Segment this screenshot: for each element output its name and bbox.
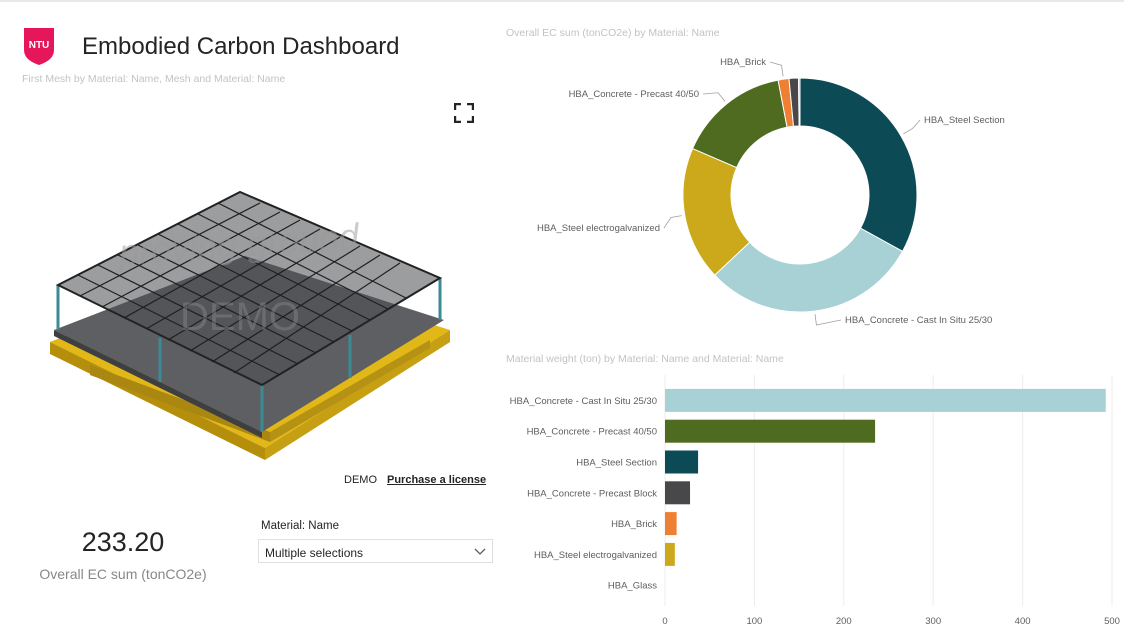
bar: [665, 388, 1106, 412]
donut-leader-line: [663, 215, 682, 229]
bar: [665, 419, 876, 443]
x-tick-label: 300: [925, 616, 941, 627]
bar: [665, 481, 691, 505]
slicer-value: Multiple selections: [265, 546, 364, 560]
kpi-value: 233.20: [81, 527, 165, 557]
y-category-label: HBA_Concrete - Precast 40/50: [527, 427, 657, 438]
x-tick-label: 100: [746, 616, 762, 627]
donut-chart-title: Overall EC sum (tonCO2e) by Material: Na…: [506, 27, 720, 39]
donut-leader-line: [903, 119, 921, 135]
page-title: Embodied Carbon Dashboard: [82, 33, 400, 60]
demo-notice: DEMO Purchase a license: [344, 474, 486, 486]
donut-slice-label: HBA_Steel electrogalvanized: [537, 223, 660, 234]
bar: [665, 542, 675, 566]
x-tick-label: 500: [1104, 616, 1120, 627]
building-3d-model[interactable]: proving ground DEMO: [40, 170, 470, 460]
donut-slice-label: HBA_Concrete - Cast In Situ 25/30: [845, 315, 992, 326]
donut-leader-line: [702, 92, 726, 102]
y-category-label: HBA_Glass: [608, 581, 657, 592]
top-border: [0, 0, 1124, 2]
y-category-label: HBA_Concrete - Cast In Situ 25/30: [510, 396, 657, 407]
kpi-label: Overall EC sum (tonCO2e): [39, 566, 207, 582]
bar-chart-title: Material weight (ton) by Material: Name …: [506, 353, 784, 365]
model-viewer-title: First Mesh by Material: Name, Mesh and M…: [22, 73, 286, 85]
donut-chart[interactable]: HBA_Steel Section HBA_Concrete - Cast In …: [500, 40, 1120, 340]
purchase-license-link[interactable]: Purchase a license: [387, 474, 487, 486]
donut-slice-label: HBA_Steel Section: [924, 115, 1005, 126]
x-tick-label: 200: [836, 616, 852, 627]
logo-text: NTU: [29, 40, 50, 51]
donut-leader-line: [769, 61, 784, 77]
x-tick-label: 400: [1015, 616, 1031, 627]
ntu-logo: NTU: [24, 28, 54, 65]
y-category-label: HBA_Steel electrogalvanized: [534, 550, 657, 561]
x-tick-label: 0: [662, 616, 667, 627]
donut-slice-label: HBA_Brick: [720, 57, 766, 68]
bar: [665, 450, 699, 474]
donut-slice: [799, 77, 918, 253]
slicer-label: Material: Name: [261, 520, 339, 532]
material-slicer-dropdown[interactable]: Multiple selections: [258, 539, 493, 563]
y-category-label: HBA_Steel Section: [576, 458, 657, 469]
y-category-label: HBA_Brick: [611, 519, 657, 530]
y-category-label: HBA_Concrete - Precast Block: [527, 488, 657, 499]
demo-label: DEMO: [344, 474, 377, 486]
donut-leader-line: [814, 314, 842, 326]
bar-chart[interactable]: 0 100 200 300 400 500 HBA_Concrete - Cast In S…: [500, 370, 1120, 630]
bar: [665, 512, 677, 536]
donut-slice: [691, 79, 788, 169]
donut-slice-label: HBA_Concrete - Precast 40/50: [569, 89, 699, 100]
expand-icon[interactable]: [454, 103, 474, 123]
chevron-down-icon: [474, 548, 486, 555]
watermark-line2: DEMO: [180, 295, 300, 339]
donut-slice: [798, 77, 801, 127]
donut-slice: [714, 227, 904, 313]
